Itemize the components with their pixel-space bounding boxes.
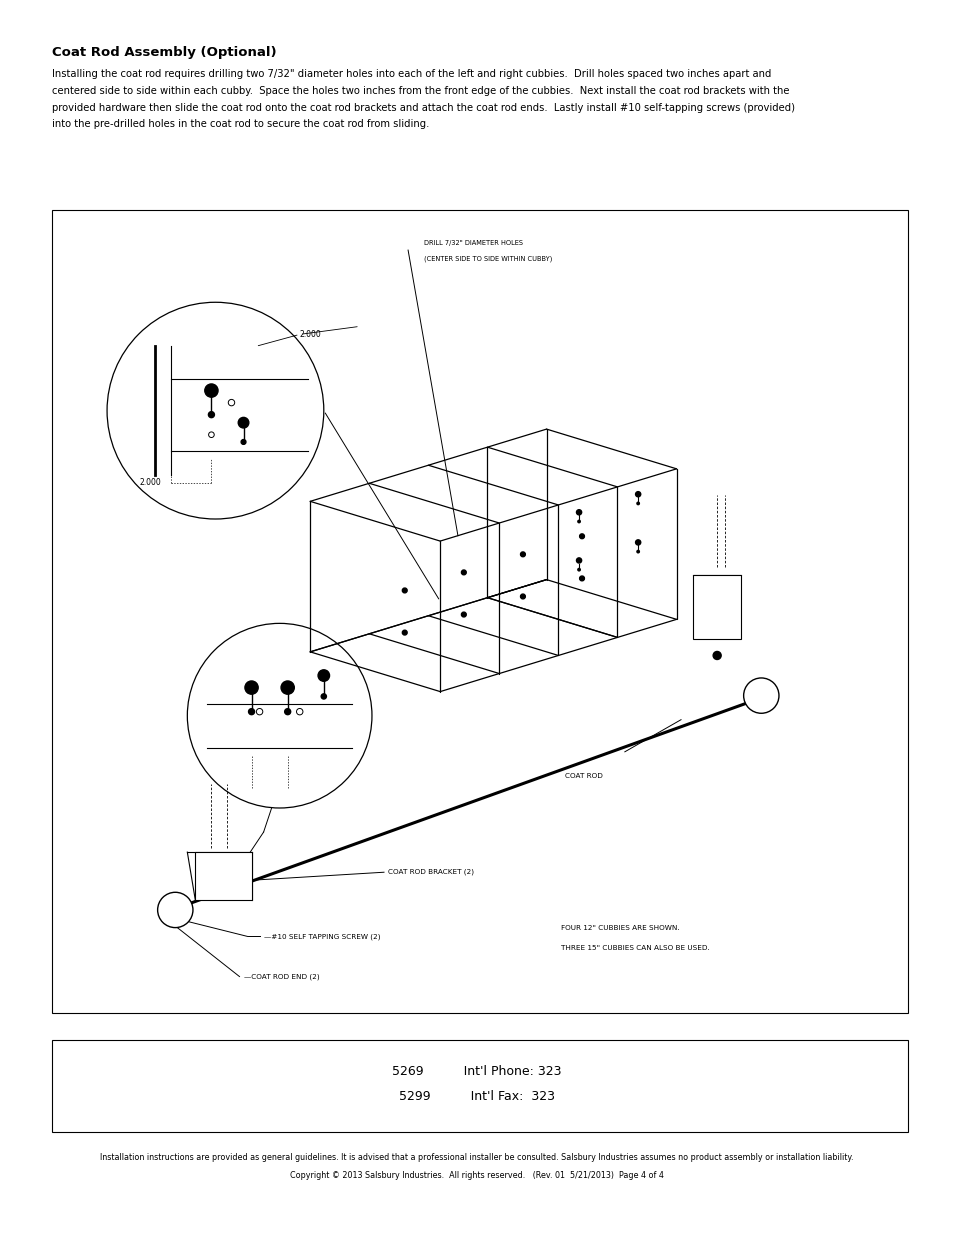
Circle shape — [249, 709, 254, 715]
Circle shape — [205, 384, 218, 398]
Text: Coat Rod Assembly (Optional): Coat Rod Assembly (Optional) — [52, 46, 276, 59]
Circle shape — [461, 613, 466, 618]
Text: Copyright © 2013 Salsbury Industries.  All rights reserved.   (Rev. 01  5/21/201: Copyright © 2013 Salsbury Industries. Al… — [290, 1171, 663, 1181]
Text: Installation instructions are provided as general guidelines. It is advised that: Installation instructions are provided a… — [100, 1152, 853, 1162]
Bar — [52, 1040, 907, 1132]
Text: DRILL 7/32" DIAMETER HOLES: DRILL 7/32" DIAMETER HOLES — [424, 240, 522, 246]
Text: THREE 15" CUBBIES CAN ALSO BE USED.: THREE 15" CUBBIES CAN ALSO BE USED. — [560, 946, 709, 951]
Text: —COAT ROD END (2): —COAT ROD END (2) — [243, 973, 319, 979]
Text: into the pre-drilled holes in the coat rod to secure the coat rod from sliding.: into the pre-drilled holes in the coat r… — [52, 120, 430, 130]
Circle shape — [578, 520, 579, 522]
Text: (CENTER SIDE TO SIDE WITHIN CUBBY): (CENTER SIDE TO SIDE WITHIN CUBBY) — [424, 256, 552, 262]
Text: centered side to side within each cubby.  Space the holes two inches from the fr: centered side to side within each cubby.… — [52, 86, 789, 96]
Circle shape — [208, 411, 214, 417]
Circle shape — [245, 680, 258, 694]
Circle shape — [281, 680, 294, 694]
Text: 2.000: 2.000 — [139, 478, 161, 488]
Circle shape — [637, 551, 639, 553]
Circle shape — [402, 630, 407, 635]
Circle shape — [402, 588, 407, 593]
Text: 2.000: 2.000 — [299, 330, 321, 338]
Circle shape — [579, 576, 584, 580]
Circle shape — [284, 709, 291, 715]
Circle shape — [713, 652, 720, 659]
Circle shape — [578, 568, 579, 571]
Text: provided hardware then slide the coat rod onto the coat rod brackets and attach : provided hardware then slide the coat ro… — [52, 103, 795, 112]
Circle shape — [520, 594, 525, 599]
Bar — [52, 210, 907, 1013]
Text: 5269          Int'l Phone: 323: 5269 Int'l Phone: 323 — [392, 1066, 561, 1078]
Circle shape — [238, 417, 249, 429]
Bar — [195, 852, 252, 900]
Text: —#10 SELF TAPPING SCREW (2): —#10 SELF TAPPING SCREW (2) — [263, 934, 379, 940]
Bar — [692, 576, 740, 640]
Text: FOUR 12" CUBBIES ARE SHOWN.: FOUR 12" CUBBIES ARE SHOWN. — [560, 925, 679, 931]
Circle shape — [635, 540, 640, 545]
Circle shape — [520, 552, 525, 557]
Text: Installing the coat rod requires drilling two 7/32" diameter holes into each of : Installing the coat rod requires drillin… — [52, 69, 771, 79]
Text: COAT ROD BRACKET (2): COAT ROD BRACKET (2) — [388, 869, 474, 876]
Text: 5299          Int'l Fax:  323: 5299 Int'l Fax: 323 — [398, 1091, 555, 1103]
Circle shape — [576, 510, 581, 515]
Circle shape — [241, 440, 246, 445]
Text: COAT ROD: COAT ROD — [564, 773, 602, 779]
Circle shape — [321, 694, 326, 699]
Circle shape — [576, 558, 581, 563]
Circle shape — [742, 678, 779, 714]
Circle shape — [579, 534, 584, 538]
Circle shape — [157, 892, 193, 927]
Circle shape — [637, 503, 639, 505]
Circle shape — [461, 571, 466, 574]
Circle shape — [635, 492, 640, 496]
Circle shape — [317, 669, 329, 682]
